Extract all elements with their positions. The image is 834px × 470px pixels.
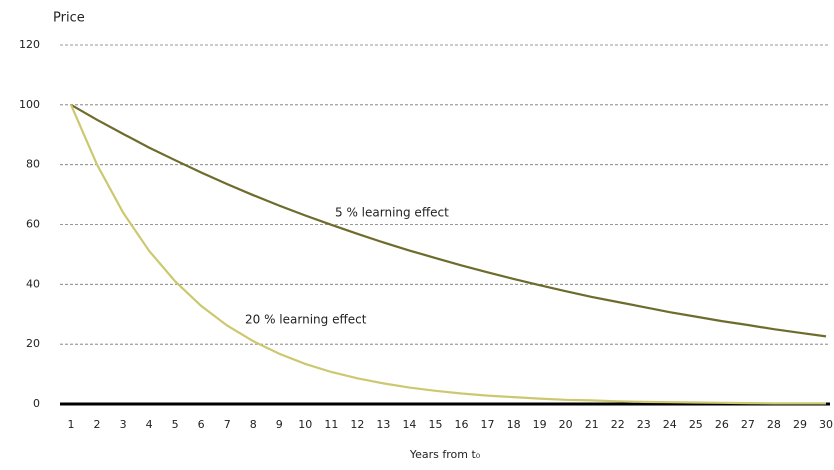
x-tick-label: 20 (559, 418, 573, 431)
x-tick-label: 27 (741, 418, 755, 431)
y-tick-label: 120 (19, 38, 40, 51)
x-tick-label: 23 (637, 418, 651, 431)
x-tick-label: 30 (819, 418, 833, 431)
y-tick-label: 20 (26, 337, 40, 350)
x-tick-label: 14 (402, 418, 416, 431)
x-tick-label: 4 (146, 418, 153, 431)
x-tick-label: 28 (767, 418, 781, 431)
x-tick-label: 19 (533, 418, 547, 431)
y-tick-label: 0 (33, 397, 40, 410)
y-tick-label: 40 (26, 277, 40, 290)
x-tick-label: 8 (250, 418, 257, 431)
x-tick-label: 11 (324, 418, 338, 431)
x-tick-label: 12 (350, 418, 364, 431)
series-label: 5 % learning effect (335, 206, 449, 220)
x-tick-label: 2 (94, 418, 101, 431)
x-tick-label: 1 (68, 418, 75, 431)
x-tick-label: 29 (793, 418, 807, 431)
x-tick-label: 16 (455, 418, 469, 431)
series-label: 20 % learning effect (245, 313, 367, 327)
y-tick-label: 100 (19, 98, 40, 111)
x-tick-label: 6 (198, 418, 205, 431)
series-line (70, 103, 827, 338)
x-axis-label: Years from t₀ (409, 448, 481, 461)
x-tick-label: 9 (276, 418, 283, 431)
x-tick-label: 3 (120, 418, 127, 431)
x-tick-label: 10 (298, 418, 312, 431)
x-tick-label: 5 (172, 418, 179, 431)
y-tick-label: 60 (26, 218, 40, 231)
x-tick-label: 25 (689, 418, 703, 431)
x-tick-label: 22 (611, 418, 625, 431)
x-tick-label: 7 (224, 418, 231, 431)
y-axis-label: Price (53, 11, 85, 26)
y-tick-label: 80 (26, 158, 40, 171)
x-tick-label: 21 (585, 418, 599, 431)
x-tick-label: 24 (663, 418, 677, 431)
x-tick-label: 17 (481, 418, 495, 431)
x-tick-label: 18 (507, 418, 521, 431)
x-tick-label: 13 (376, 418, 390, 431)
x-tick-label: 15 (428, 418, 442, 431)
x-tick-label: 26 (715, 418, 729, 431)
series-line (69, 104, 826, 405)
